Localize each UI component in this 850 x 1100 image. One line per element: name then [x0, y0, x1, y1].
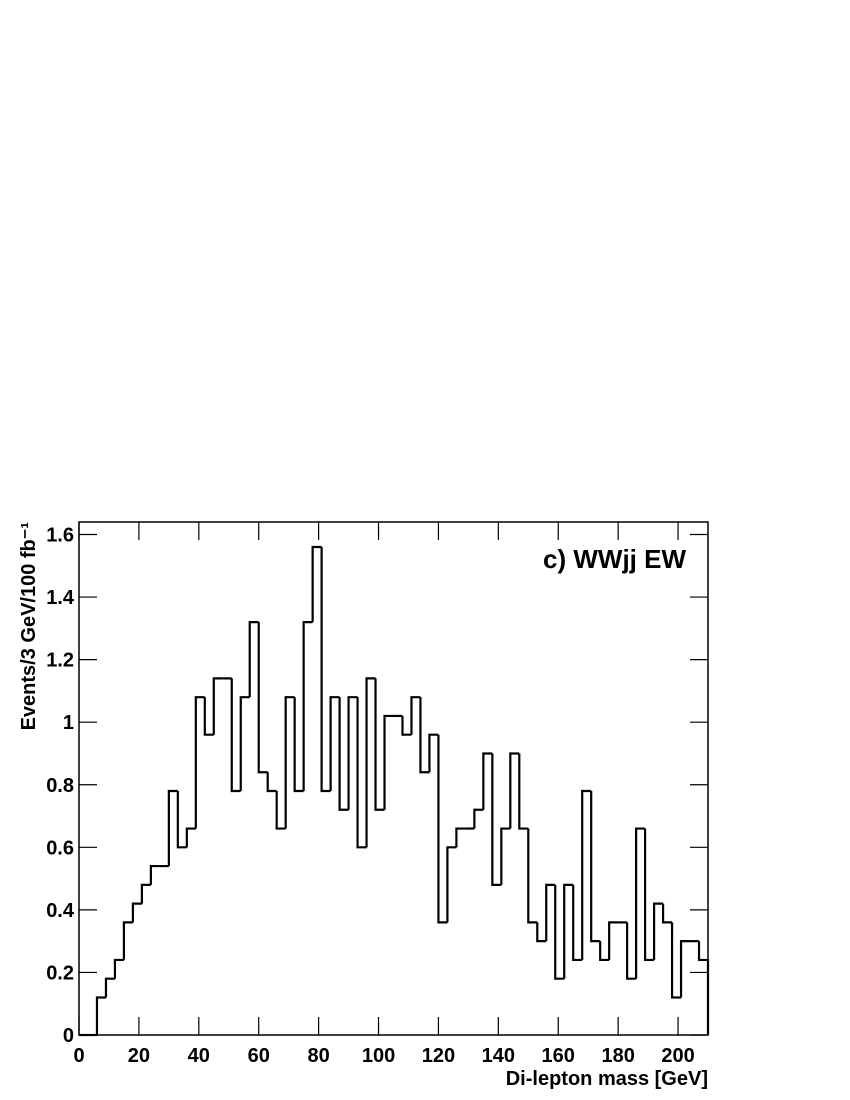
histogram-bin [185, 827, 196, 848]
histogram-bin [437, 734, 448, 924]
histogram-bin [320, 547, 331, 793]
histogram-bin [446, 846, 457, 923]
x-tick-label: 120 [422, 1045, 455, 1067]
histogram-bin [599, 941, 610, 962]
histogram-bin [293, 697, 304, 793]
x-tick-label: 20 [128, 1045, 150, 1067]
histogram-bin [167, 789, 178, 867]
x-axis-label: Di-lepton mass [GeV] [506, 1068, 708, 1090]
y-tick-label: 0 [63, 1025, 74, 1047]
histogram-bin [230, 678, 241, 793]
histogram-bin [113, 958, 124, 979]
histogram-bin [635, 827, 646, 979]
histogram-bin [302, 620, 313, 792]
histogram-bin [518, 753, 529, 830]
histogram-bin [626, 922, 637, 980]
histogram-bin [652, 902, 664, 960]
histogram-bin [491, 753, 502, 886]
histogram-bin [248, 620, 259, 698]
histogram-bin [383, 714, 394, 810]
plot-frame [78, 521, 709, 1036]
histogram-bin [131, 902, 142, 923]
histogram-bin [203, 697, 214, 736]
histogram-bin [590, 791, 601, 943]
histogram-bin [536, 922, 547, 943]
histogram-bin [554, 884, 565, 980]
x-tick-label: 0 [73, 1045, 84, 1067]
histogram-bin [347, 696, 358, 810]
x-tick-label: 140 [482, 1045, 515, 1067]
annotation: c) WWjj EW [543, 544, 686, 574]
histogram-bin [149, 864, 160, 885]
x-tick-label: 200 [661, 1045, 694, 1067]
histogram-bin [212, 677, 223, 735]
x-tick-label: 180 [601, 1045, 634, 1067]
histogram-bin [122, 921, 133, 960]
histogram-bin [356, 697, 367, 849]
histogram-bin [644, 828, 655, 962]
histogram-bin [661, 903, 673, 924]
histogram-bin [104, 977, 115, 998]
histogram-bin [563, 883, 574, 979]
histogram-bin [239, 696, 250, 792]
y-axis-label: Events/3 GeV/100 fb⁻¹ [18, 522, 40, 731]
x-tick-label: 80 [307, 1045, 329, 1067]
histogram-bin [275, 791, 286, 830]
histogram-bin [194, 696, 205, 829]
histogram-bin [401, 715, 412, 736]
histogram-bin [473, 808, 484, 829]
x-tick-label: 160 [542, 1045, 575, 1067]
y-tick-label: 0.2 [46, 962, 74, 984]
histogram-bin [410, 696, 421, 735]
histogram-bin [670, 922, 682, 999]
histogram-bin [176, 791, 187, 849]
y-tick-label: 0.6 [46, 837, 74, 859]
histogram-bin [545, 883, 556, 942]
x-tick-label: 60 [248, 1045, 270, 1067]
y-tick-label: 1.4 [46, 587, 75, 609]
histogram-bin [509, 752, 520, 829]
histogram-bin [608, 921, 619, 960]
histogram-bin [572, 884, 583, 962]
histogram-bin [365, 677, 376, 848]
x-tick-label: 100 [362, 1045, 395, 1067]
y-tick-label: 0.4 [46, 900, 75, 922]
histogram-bin [679, 940, 691, 998]
histogram-bin [482, 752, 493, 810]
histogram-bin [527, 828, 538, 924]
histogram-bin [374, 678, 385, 811]
x-tick-label: 40 [188, 1045, 210, 1067]
y-tick-label: 0.8 [46, 775, 74, 797]
histogram-bin [428, 733, 439, 773]
y-tick-label: 1 [63, 712, 74, 734]
histogram-bin [329, 696, 340, 792]
histogram-bin [419, 697, 430, 774]
histogram-bin [338, 697, 349, 811]
histogram-bin [697, 941, 710, 1035]
histogram-bin [257, 622, 268, 774]
histogram-bin [311, 545, 322, 623]
histogram-bin [581, 789, 592, 960]
histogram-bin [140, 883, 151, 904]
histogram-bin [455, 827, 466, 848]
histogram-bin [500, 827, 511, 885]
y-tick-label: 1.6 [46, 525, 74, 547]
y-tick-label: 1.2 [46, 650, 74, 672]
histogram-bin [284, 696, 295, 829]
histogram-bin [266, 772, 277, 793]
histogram-bin [95, 996, 106, 1035]
